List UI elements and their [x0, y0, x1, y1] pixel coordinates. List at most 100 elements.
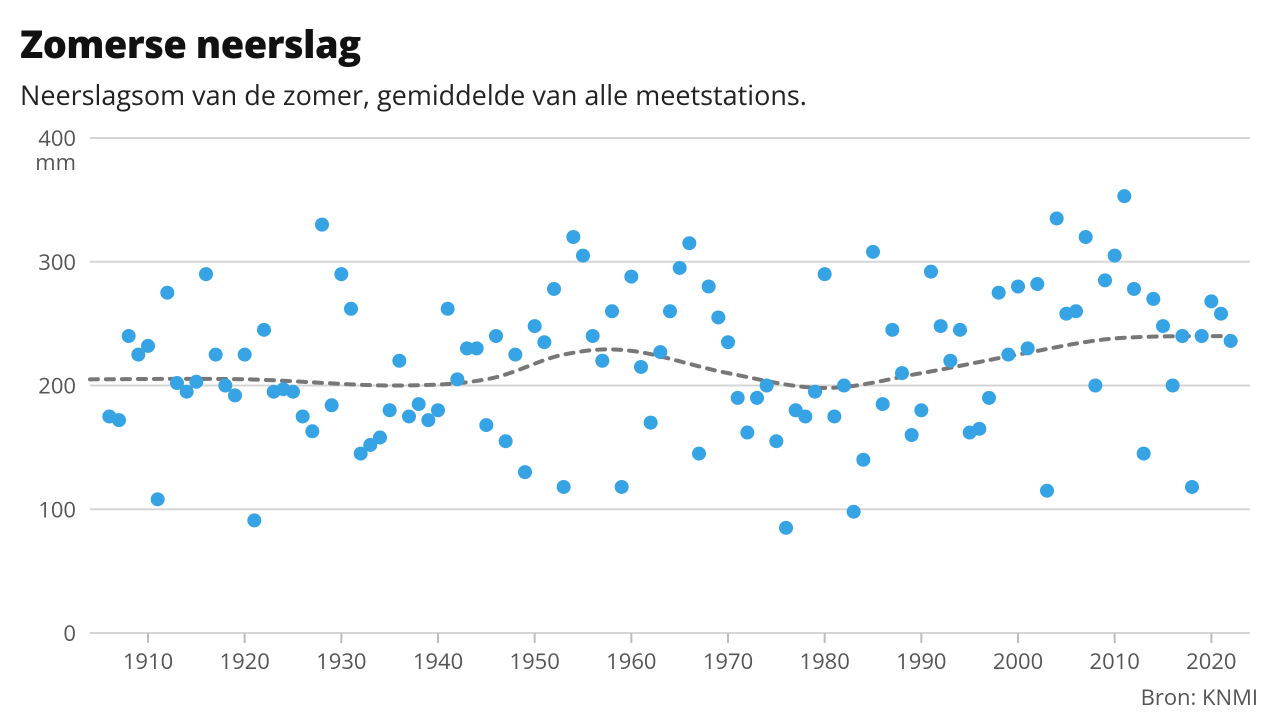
- data-point: [982, 391, 996, 405]
- data-point: [866, 245, 880, 259]
- data-point: [518, 465, 532, 479]
- data-point: [257, 323, 271, 337]
- x-axis-label: 2010: [1090, 646, 1140, 676]
- y-axis-label: 0: [63, 618, 76, 648]
- data-point: [740, 426, 754, 440]
- x-axis-label: 1990: [896, 646, 946, 676]
- x-axis-label: 2000: [993, 646, 1043, 676]
- data-point: [151, 492, 165, 506]
- x-axis-label: 1930: [316, 646, 366, 676]
- data-point: [924, 265, 938, 279]
- data-point: [721, 335, 735, 349]
- data-point: [711, 310, 725, 324]
- data-point: [1146, 292, 1160, 306]
- data-point: [373, 430, 387, 444]
- data-point: [392, 354, 406, 368]
- data-point: [634, 360, 648, 374]
- data-point: [692, 447, 706, 461]
- data-point: [914, 403, 928, 417]
- data-point: [1030, 277, 1044, 291]
- data-point: [663, 304, 677, 318]
- data-point: [876, 397, 890, 411]
- data-point: [760, 379, 774, 393]
- data-point: [808, 385, 822, 399]
- data-point: [141, 339, 155, 353]
- data-point: [1127, 282, 1141, 296]
- data-point: [992, 286, 1006, 300]
- data-point: [228, 388, 242, 402]
- data-point: [1214, 307, 1228, 321]
- data-point: [1175, 329, 1189, 343]
- data-point: [402, 409, 416, 423]
- data-point: [818, 267, 832, 281]
- data-point: [1137, 447, 1151, 461]
- y-axis-label: 300: [38, 247, 76, 277]
- data-point: [769, 434, 783, 448]
- chart-subtitle: Neerslagsom van de zomer, gemiddelde van…: [20, 76, 1260, 113]
- data-point: [1079, 230, 1093, 244]
- data-point: [508, 348, 522, 362]
- data-point: [1069, 304, 1083, 318]
- data-point: [576, 249, 590, 263]
- data-point: [702, 280, 716, 294]
- data-point: [1001, 348, 1015, 362]
- data-point: [943, 354, 957, 368]
- x-axis-label: 1910: [123, 646, 173, 676]
- data-point: [489, 329, 503, 343]
- data-point: [247, 513, 261, 527]
- data-point: [1050, 211, 1064, 225]
- data-point: [470, 341, 484, 355]
- data-point: [1195, 329, 1209, 343]
- data-point: [1098, 273, 1112, 287]
- data-point: [199, 267, 213, 281]
- data-point: [1224, 334, 1238, 348]
- data-point: [624, 270, 638, 284]
- data-point: [112, 413, 126, 427]
- data-point: [238, 348, 252, 362]
- data-point: [566, 230, 580, 244]
- data-point: [412, 397, 426, 411]
- data-point: [450, 372, 464, 386]
- data-point: [1021, 341, 1035, 355]
- data-point: [344, 302, 358, 316]
- data-point: [528, 319, 542, 333]
- data-point: [779, 521, 793, 535]
- data-point: [827, 409, 841, 423]
- data-point: [315, 218, 329, 232]
- x-axis-label: 1980: [800, 646, 850, 676]
- data-point: [499, 434, 513, 448]
- x-axis-label: 1960: [606, 646, 656, 676]
- chart-title: Zomerse neerslag: [20, 18, 1260, 70]
- data-point: [1156, 319, 1170, 333]
- data-point: [122, 329, 136, 343]
- data-point: [305, 424, 319, 438]
- trend-line: [90, 336, 1231, 388]
- data-point: [1108, 249, 1122, 263]
- data-point: [441, 302, 455, 316]
- data-point: [383, 403, 397, 417]
- y-axis-label: 100: [38, 494, 76, 524]
- y-axis-label: 200: [38, 371, 76, 401]
- chart-container: Zomerse neerslag Neerslagsom van de zome…: [0, 0, 1280, 720]
- data-point: [953, 323, 967, 337]
- data-point: [1117, 189, 1131, 203]
- data-point: [209, 348, 223, 362]
- data-point: [605, 304, 619, 318]
- data-point: [972, 422, 986, 436]
- data-point: [934, 319, 948, 333]
- data-point: [682, 236, 696, 250]
- data-point: [905, 428, 919, 442]
- data-point: [798, 409, 812, 423]
- x-axis-label: 1920: [220, 646, 270, 676]
- data-point: [885, 323, 899, 337]
- chart-source: Bron: KNMI: [1141, 682, 1258, 712]
- x-axis-label: 1970: [703, 646, 753, 676]
- x-axis-label: 1950: [510, 646, 560, 676]
- data-point: [673, 261, 687, 275]
- scatter-chart: 0100200300400mm1910192019301940195019601…: [20, 123, 1260, 693]
- data-point: [479, 418, 493, 432]
- data-point: [856, 453, 870, 467]
- data-point: [325, 398, 339, 412]
- data-point: [615, 480, 629, 494]
- data-point: [1011, 280, 1025, 294]
